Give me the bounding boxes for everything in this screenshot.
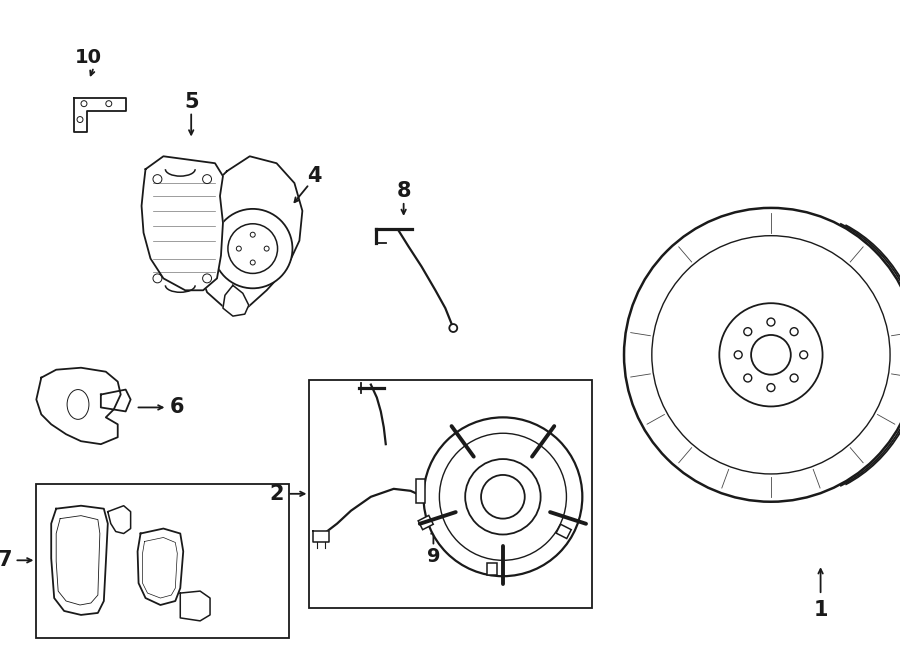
Polygon shape: [101, 389, 130, 411]
Polygon shape: [223, 286, 248, 316]
Circle shape: [213, 209, 292, 288]
Bar: [416, 479, 426, 503]
Polygon shape: [138, 529, 184, 605]
Polygon shape: [36, 368, 121, 444]
Bar: [36, 484, 290, 638]
Text: 8: 8: [396, 181, 411, 201]
Polygon shape: [313, 531, 329, 543]
Bar: [556, 524, 572, 539]
Text: 3: 3: [501, 547, 515, 566]
Polygon shape: [74, 98, 126, 132]
Bar: [310, 379, 592, 608]
Text: 6: 6: [170, 397, 184, 418]
Polygon shape: [141, 156, 223, 290]
Text: 7: 7: [0, 551, 12, 570]
Text: 1: 1: [814, 600, 828, 620]
Polygon shape: [197, 156, 302, 308]
Text: 10: 10: [75, 48, 102, 67]
Text: 2: 2: [269, 484, 284, 504]
Bar: [418, 516, 433, 529]
Text: 5: 5: [184, 92, 199, 112]
Polygon shape: [108, 506, 130, 533]
Bar: [487, 563, 497, 575]
Polygon shape: [51, 506, 108, 615]
Circle shape: [465, 459, 541, 535]
Circle shape: [424, 417, 582, 576]
Text: 9: 9: [427, 547, 440, 566]
Text: 4: 4: [307, 166, 321, 186]
Polygon shape: [180, 591, 210, 621]
